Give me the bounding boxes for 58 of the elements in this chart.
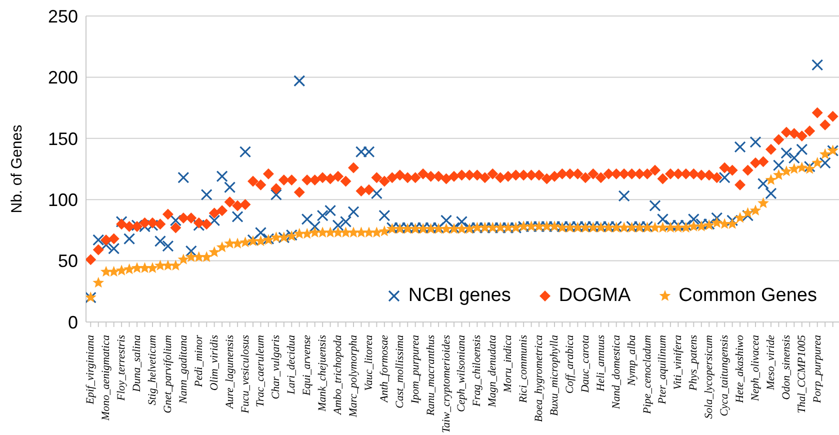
x-tick-label: Frag_chiloensis [471, 335, 484, 408]
x-tick-label: Pter_aquilinum [656, 334, 669, 406]
y-tick-label: 100 [48, 190, 78, 210]
legend-label: NCBI genes [408, 285, 511, 307]
y-axis-title: Nb. of Genes [8, 124, 26, 214]
x-tick-label: Pedi_minor [192, 334, 205, 388]
x-tick-label: Anth_formosae [378, 334, 390, 404]
x-tick-label: Heli_annuus [594, 335, 607, 392]
y-tick-label: 150 [48, 128, 78, 149]
x-tick-label: Dauc_carota [579, 334, 592, 394]
y-tick-label: 0 [68, 312, 78, 332]
x-tick-label: Ipom_purpurea [409, 334, 422, 405]
x-tick-label: Nann_gaditana [177, 334, 190, 404]
y-tick-label: 250 [48, 6, 78, 26]
y-tick-label: 50 [58, 251, 78, 272]
x-tick-label: Fucu_vesiculosus [239, 335, 252, 414]
x-tick-label: Gnet_parvifolium [162, 334, 174, 414]
x-tick-label: Floy_terrestris [116, 335, 128, 402]
x-tick-label: Nand_domestica [610, 334, 622, 410]
x-tick-label: Trac_caeruleum [254, 334, 267, 408]
legend-label: Common Genes [678, 285, 817, 307]
y-tick-label: 200 [48, 68, 78, 88]
x-tick-label: Duna_salina [131, 334, 144, 393]
x-tick-label: Epif_virginiana [84, 334, 97, 406]
x-tick-label: Mank_chejuensis [316, 335, 329, 412]
x-tick-label: Lari_decidua [286, 334, 298, 396]
x-tick-label: Meso_viride [764, 334, 777, 391]
legend-label: DOGMA [558, 285, 631, 307]
x-tick-label: Vauc_litorea [362, 334, 375, 391]
x-tick-label: Cyca_taitungensis [718, 335, 731, 416]
x-tick-label: Boea_hygrometrica [533, 334, 546, 422]
x-tick-label: Nymp_alba [626, 334, 638, 387]
x-tick-label: Ambo_trichopoda [332, 334, 344, 416]
x-tick-label: Taiw_cryptomerioides [440, 335, 452, 433]
x-tick-label: Magn_denudata [486, 334, 499, 408]
x-tick-label: Hete_akashiwo [734, 334, 746, 404]
x-tick-label: Cast_mollissima [394, 334, 406, 408]
x-tick-label: Aure_lagunensis [224, 335, 236, 410]
x-tick-label: Odon_sinensis [780, 335, 792, 400]
x-tick-label: Coff_arabica [564, 334, 576, 394]
x-tick-label: Phys_patens [688, 335, 700, 392]
x-tick-label: Char_vulgaris [270, 335, 282, 400]
x-tick-label: Sola_lycopersicum [703, 334, 716, 419]
x-tick-label: Viti_vinifera [672, 334, 684, 390]
x-tick-label: Rici_communis [518, 335, 530, 404]
x-tick-label: Neph_olivacea [750, 334, 762, 402]
x-tick-label: Stig_helveticum [146, 334, 158, 406]
x-tick-label: Marc_polymorpha [347, 334, 360, 418]
x-tick-label: Buxu_microphylla [548, 334, 560, 416]
x-tick-label: Equi_arvense [301, 334, 314, 396]
x-tick-label: Mono_aenigmatica [100, 334, 112, 422]
x-tick-label: Ranu_macranthus [424, 335, 437, 417]
x-tick-label: Olim_viridis [208, 335, 220, 391]
x-tick-label: Moru_indica [502, 334, 514, 394]
x-tick-label: Thal_CCMP1005 [796, 334, 808, 414]
x-tick-label: Ceph_wilsoniana [456, 334, 468, 412]
x-tick-label: Porp_purpurea [811, 334, 824, 404]
x-tick-label: Pipe_cenocladum [641, 334, 654, 415]
